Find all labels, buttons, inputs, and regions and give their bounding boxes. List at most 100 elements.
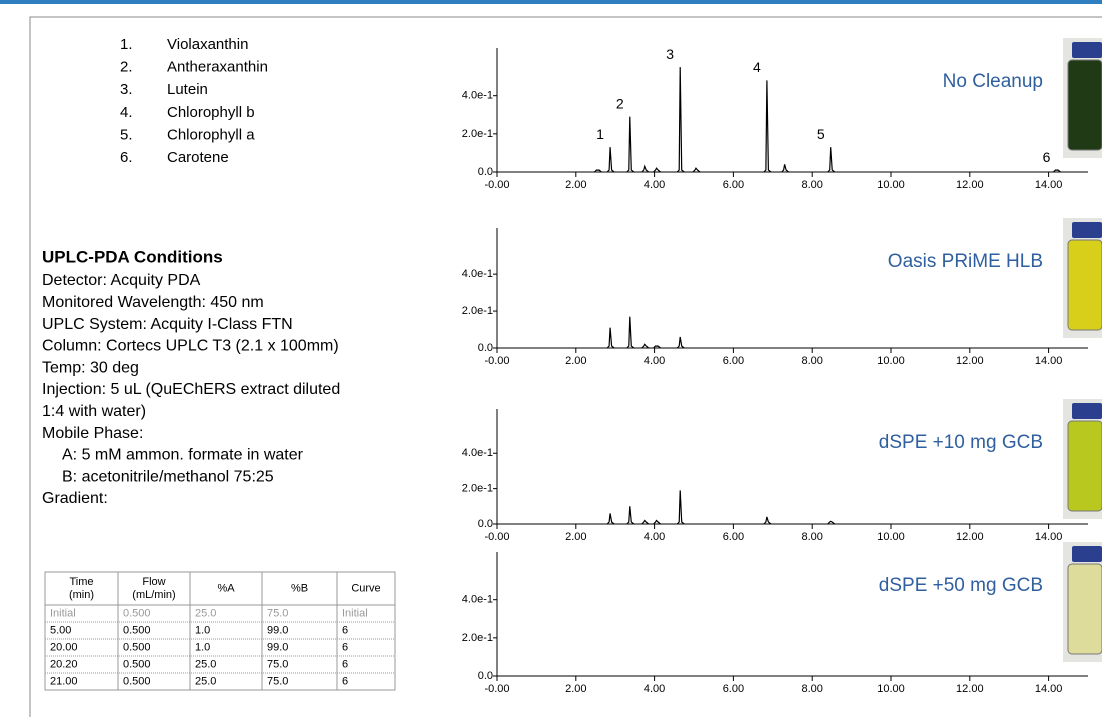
compound-number: 2. bbox=[120, 59, 133, 76]
compound-name: Antheraxanthin bbox=[167, 59, 268, 76]
compound-name: Chlorophyll b bbox=[167, 104, 255, 121]
y-tick-label: 4.0e-1 bbox=[462, 90, 493, 102]
condition-line: Monitored Wavelength: 450 nm bbox=[42, 294, 264, 311]
condition-line: Gradient: bbox=[42, 490, 108, 507]
table-cell: 99.0 bbox=[267, 641, 288, 653]
compound-name: Violaxanthin bbox=[167, 36, 248, 53]
vial-body bbox=[1067, 420, 1102, 512]
compound-number: 4. bbox=[120, 104, 133, 121]
x-tick-label: 4.00 bbox=[644, 179, 665, 191]
table-cell: 5.00 bbox=[50, 624, 71, 636]
y-tick-label: 2.0e-1 bbox=[462, 305, 493, 317]
x-tick-label: 14.00 bbox=[1035, 531, 1063, 543]
sample-title: No Cleanup bbox=[943, 71, 1043, 92]
peak bbox=[653, 345, 661, 349]
table-header: Time bbox=[69, 576, 93, 588]
table-header: %B bbox=[291, 582, 308, 594]
x-tick-label: 6.00 bbox=[723, 531, 744, 543]
peak bbox=[827, 147, 836, 173]
y-tick-label: 0.0 bbox=[478, 166, 493, 178]
peak bbox=[676, 336, 685, 349]
peak bbox=[641, 519, 650, 525]
x-tick-label: -0.00 bbox=[484, 355, 509, 367]
x-tick-label: 14.00 bbox=[1035, 683, 1063, 695]
sample-title: dSPE +50 mg GCB bbox=[879, 575, 1043, 596]
x-tick-label: 12.00 bbox=[956, 179, 984, 191]
y-tick-label: 2.0e-1 bbox=[462, 483, 493, 495]
compound-name: Lutein bbox=[167, 81, 208, 98]
peak bbox=[827, 520, 836, 525]
header-bar bbox=[0, 0, 1102, 4]
condition-line: Temp: 30 deg bbox=[42, 359, 139, 376]
table-cell: 25.0 bbox=[195, 675, 216, 687]
condition-line: Mobile Phase: bbox=[42, 425, 143, 442]
vial-cap bbox=[1072, 403, 1102, 419]
table-cell: 75.0 bbox=[267, 607, 288, 619]
table-header: (min) bbox=[69, 589, 94, 601]
x-tick-label: 12.00 bbox=[956, 531, 984, 543]
x-tick-label: 14.00 bbox=[1035, 355, 1063, 367]
peak-label: 2 bbox=[616, 95, 624, 111]
table-cell: 25.0 bbox=[195, 658, 216, 670]
condition-line: A: 5 mM ammon. formate in water bbox=[62, 447, 304, 464]
table-cell: 0.500 bbox=[123, 607, 151, 619]
peak bbox=[763, 516, 772, 525]
condition-line: Injection: 5 uL (QuEChERS extract dilute… bbox=[42, 381, 340, 398]
conditions-title: UPLC-PDA Conditions bbox=[42, 247, 223, 266]
x-tick-label: 8.00 bbox=[801, 355, 822, 367]
peak bbox=[676, 67, 685, 173]
x-tick-label: 12.00 bbox=[956, 355, 984, 367]
x-tick-label: 6.00 bbox=[723, 179, 744, 191]
table-header: %A bbox=[217, 582, 235, 594]
x-tick-label: 10.00 bbox=[877, 179, 905, 191]
x-tick-label: 8.00 bbox=[801, 683, 822, 695]
x-tick-label: -0.00 bbox=[484, 531, 509, 543]
y-tick-label: 0.0 bbox=[478, 670, 493, 682]
x-tick-label: -0.00 bbox=[484, 683, 509, 695]
peak bbox=[676, 490, 685, 525]
x-tick-label: 2.00 bbox=[565, 179, 586, 191]
vial-body bbox=[1067, 239, 1102, 331]
condition-line: B: acetonitrile/methanol 75:25 bbox=[62, 468, 274, 485]
table-cell: 20.00 bbox=[50, 641, 78, 653]
peak bbox=[641, 164, 650, 173]
y-tick-label: 2.0e-1 bbox=[462, 128, 493, 140]
peak bbox=[626, 316, 635, 349]
table-header: (mL/min) bbox=[132, 589, 175, 601]
y-tick-label: 4.0e-1 bbox=[462, 447, 493, 459]
vial-body bbox=[1067, 563, 1102, 655]
table-cell: 6 bbox=[342, 675, 348, 687]
peak bbox=[594, 169, 602, 173]
table-cell: Initial bbox=[50, 607, 76, 619]
vial-cap bbox=[1072, 42, 1102, 58]
x-tick-label: 2.00 bbox=[565, 531, 586, 543]
condition-line: UPLC System: Acquity I-Class FTN bbox=[42, 316, 293, 333]
y-tick-label: 2.0e-1 bbox=[462, 632, 493, 644]
compound-name: Chlorophyll a bbox=[167, 126, 255, 143]
sample-title: dSPE +10 mg GCB bbox=[879, 432, 1043, 453]
panel-border bbox=[29, 16, 1102, 717]
peak bbox=[606, 147, 615, 173]
peak-label: 6 bbox=[1043, 149, 1051, 165]
table-cell: 0.500 bbox=[123, 675, 151, 687]
table-cell: 75.0 bbox=[267, 675, 288, 687]
peak-label: 5 bbox=[817, 126, 825, 142]
x-tick-label: 12.00 bbox=[956, 683, 984, 695]
compound-number: 5. bbox=[120, 126, 133, 143]
vial-body bbox=[1067, 59, 1102, 151]
table-cell: Initial bbox=[342, 607, 368, 619]
peak-label: 4 bbox=[753, 59, 761, 75]
peak-label: 3 bbox=[666, 46, 674, 62]
y-tick-label: 4.0e-1 bbox=[462, 268, 493, 280]
peak bbox=[626, 116, 635, 173]
peak bbox=[1053, 169, 1061, 173]
table-cell: 99.0 bbox=[267, 624, 288, 636]
peak bbox=[653, 519, 661, 525]
y-tick-label: 0.0 bbox=[478, 518, 493, 530]
peak bbox=[653, 167, 661, 173]
x-tick-label: 6.00 bbox=[723, 355, 744, 367]
x-tick-label: 6.00 bbox=[723, 683, 744, 695]
table-cell: 6 bbox=[342, 658, 348, 670]
table-cell: 20.20 bbox=[50, 658, 78, 670]
